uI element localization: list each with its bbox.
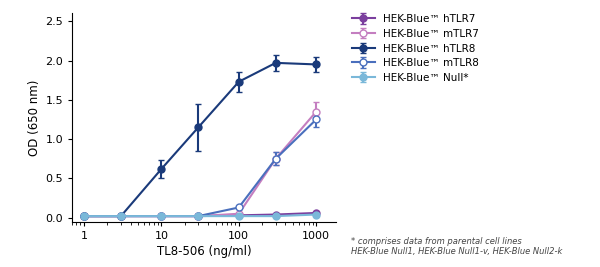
X-axis label: TL8-506 (ng/ml): TL8-506 (ng/ml) [157,245,251,258]
Text: * comprises data from parental cell lines
HEK-Blue Null1, HEK-Blue Null1-v, HEK-: * comprises data from parental cell line… [351,237,562,256]
Legend: HEK-Blue™ hTLR7, HEK-Blue™ mTLR7, HEK-Blue™ hTLR8, HEK-Blue™ mTLR8, HEK-Blue™ Nu: HEK-Blue™ hTLR7, HEK-Blue™ mTLR7, HEK-Bl… [352,14,479,83]
Y-axis label: OD (650 nm): OD (650 nm) [28,79,41,156]
